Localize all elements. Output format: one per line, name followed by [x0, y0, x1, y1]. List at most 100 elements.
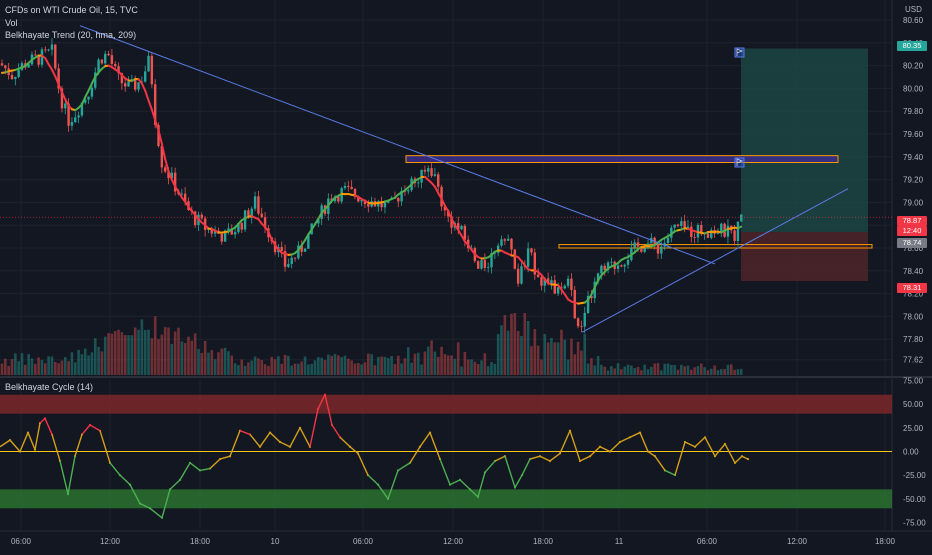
- candle: [434, 174, 436, 176]
- price-axis-label: 78.40: [903, 267, 924, 276]
- candle: [1, 63, 3, 65]
- volume-bar: [370, 354, 373, 375]
- candle: [577, 318, 579, 326]
- volume-bar: [430, 340, 433, 375]
- target-zone: [741, 49, 868, 233]
- volume-bar: [593, 365, 596, 375]
- price-axis-label: 77.62: [903, 356, 924, 365]
- volume-bar: [450, 355, 453, 375]
- volume-bar: [727, 365, 730, 375]
- volume-bar: [194, 333, 197, 375]
- volume-bar: [257, 358, 260, 375]
- volume-bar: [460, 366, 463, 375]
- volume-bar: [510, 314, 513, 375]
- time-axis-label: 12:00: [787, 537, 808, 546]
- cycle-dot: [747, 458, 749, 460]
- volume-bar: [74, 362, 77, 375]
- volume-bar: [141, 319, 144, 375]
- countdown-tag: 12:40: [897, 226, 927, 236]
- cycle-axis-label: -50.00: [903, 495, 926, 504]
- volume-bar: [653, 363, 656, 375]
- price-axis-label: 79.60: [903, 130, 924, 139]
- volume-bar: [397, 356, 400, 375]
- candle: [500, 239, 502, 245]
- volume-bar: [94, 338, 97, 375]
- candle: [17, 70, 19, 77]
- candle: [304, 249, 306, 252]
- volume-bar: [167, 327, 170, 375]
- candle: [643, 248, 645, 251]
- candle: [254, 196, 256, 208]
- volume-bar: [197, 349, 200, 375]
- volume-bar: [64, 357, 67, 375]
- candle: [464, 226, 466, 240]
- volume-bar: [71, 352, 74, 375]
- volume-bar: [434, 352, 437, 375]
- volume-bar: [613, 368, 616, 375]
- volume-bar: [254, 357, 257, 375]
- candle: [733, 230, 735, 241]
- volume-bar: [107, 333, 110, 375]
- volume-bar: [637, 367, 640, 375]
- volume-bar: [354, 363, 357, 375]
- currency-label: USD: [905, 5, 922, 14]
- volume-bar: [350, 360, 353, 375]
- volume-bar: [41, 360, 44, 375]
- volume-bar: [244, 366, 247, 375]
- candle: [540, 277, 542, 286]
- volume-bar: [181, 341, 184, 375]
- candle: [34, 55, 36, 56]
- candle: [261, 214, 263, 218]
- candle: [51, 44, 53, 49]
- volume-bar: [394, 364, 397, 375]
- candle: [294, 258, 296, 259]
- volume-bar: [550, 338, 553, 375]
- volume-bar: [17, 361, 20, 375]
- volume-bar: [470, 359, 473, 375]
- volume-bar: [164, 327, 167, 375]
- trend-legend[interactable]: Belkhayate Trend (20, hma, 209): [5, 30, 136, 40]
- candle: [147, 56, 149, 72]
- volume-bar: [707, 370, 710, 375]
- vol-legend[interactable]: Vol: [5, 18, 18, 28]
- volume-bar: [334, 354, 337, 375]
- volume-bar: [77, 350, 80, 375]
- stop-zone: [741, 232, 868, 281]
- candle: [291, 258, 293, 264]
- volume-bar: [534, 329, 537, 375]
- volume-bar: [151, 338, 154, 375]
- volume-bar: [137, 330, 140, 375]
- volume-bar: [517, 331, 520, 375]
- volume-bar: [640, 370, 643, 375]
- cycle-axis-label: 0.00: [903, 448, 919, 457]
- volume-bar: [117, 330, 120, 375]
- volume-bar: [207, 353, 210, 375]
- volume-bar: [737, 369, 740, 375]
- volume-bar: [500, 325, 503, 375]
- volume-bar: [104, 337, 107, 375]
- volume-bar: [250, 361, 253, 375]
- volume-bar: [380, 356, 383, 375]
- volume-bar: [114, 331, 117, 375]
- symbol-legend[interactable]: CFDs on WTI Crude Oil, 15, TVC: [5, 5, 138, 15]
- candle: [740, 215, 742, 222]
- candle: [690, 227, 692, 237]
- candle: [527, 248, 529, 266]
- volume-bar: [597, 356, 600, 375]
- volume-bar: [630, 366, 633, 375]
- candle: [407, 190, 409, 191]
- candle: [347, 186, 349, 187]
- volume-bar: [134, 328, 137, 376]
- volume-bar: [111, 334, 114, 375]
- volume-bar: [37, 357, 40, 375]
- candle: [437, 174, 439, 187]
- volume-bar: [407, 347, 410, 375]
- volume-bar: [154, 316, 157, 375]
- volume-bar: [121, 332, 124, 375]
- volume-bar: [717, 370, 720, 375]
- candle: [504, 239, 506, 240]
- cycle-legend[interactable]: Belkhayate Cycle (14): [5, 382, 93, 392]
- volume-bar: [680, 365, 683, 375]
